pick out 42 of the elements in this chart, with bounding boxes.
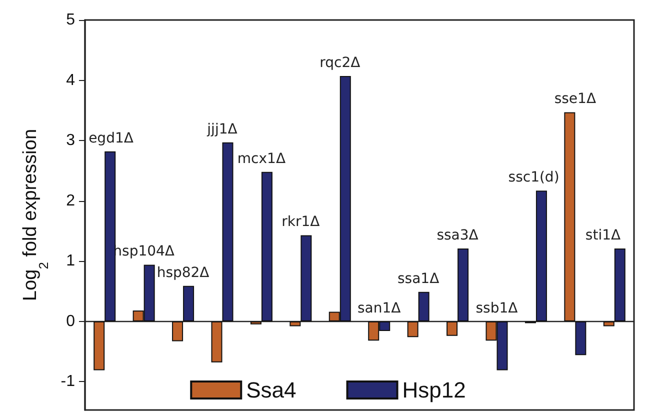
x-tick-label: ssa3Δ (436, 227, 479, 244)
bar (603, 321, 614, 326)
x-tick-label: san1Δ (357, 300, 402, 316)
x-tick-label: jjj1Δ (206, 121, 238, 138)
x-tick-label: mcx1Δ (237, 150, 286, 167)
bar (94, 321, 105, 370)
y-tick-label: 3 (66, 132, 76, 150)
bar (172, 321, 184, 342)
bar (418, 292, 430, 322)
bar (536, 190, 547, 322)
bar (446, 321, 458, 336)
bar (211, 321, 222, 362)
y-tick-label: 5 (66, 12, 76, 28)
bar (104, 151, 116, 322)
y-axis-title: Log2 fold expression (20, 128, 51, 302)
y-tick-label: 4 (66, 72, 76, 89)
x-tick-label: hsp82Δ (156, 264, 210, 281)
bar (222, 142, 234, 322)
bar (407, 321, 418, 338)
bar (250, 321, 262, 324)
bar (261, 172, 272, 322)
bar (564, 112, 576, 322)
y-tick-label: 2 (66, 192, 76, 210)
y-tick-label: 0 (66, 312, 76, 330)
y-tick-label: -1 (60, 373, 76, 390)
bar (290, 321, 301, 326)
legend-label: Ssa4 (246, 378, 296, 402)
bar (183, 286, 194, 322)
x-tick-label: ssc1(d) (508, 170, 560, 186)
bar (614, 248, 626, 322)
y-tick-label: 1 (66, 252, 76, 270)
x-tick-label: ssb1Δ (476, 300, 518, 316)
bar (575, 321, 586, 356)
x-tick-label: rkr1Δ (282, 214, 320, 230)
x-tick-label: rqc2Δ (320, 55, 361, 72)
legend-label: Hsp12 (402, 378, 466, 402)
x-tick-label: ssa1Δ (397, 270, 440, 287)
x-tick-label: sse1Δ (554, 91, 596, 108)
x-tick-label: sti1Δ (585, 227, 621, 244)
bar (458, 248, 469, 322)
bar (300, 235, 312, 322)
x-tick-label: egd1Δ (88, 130, 134, 146)
